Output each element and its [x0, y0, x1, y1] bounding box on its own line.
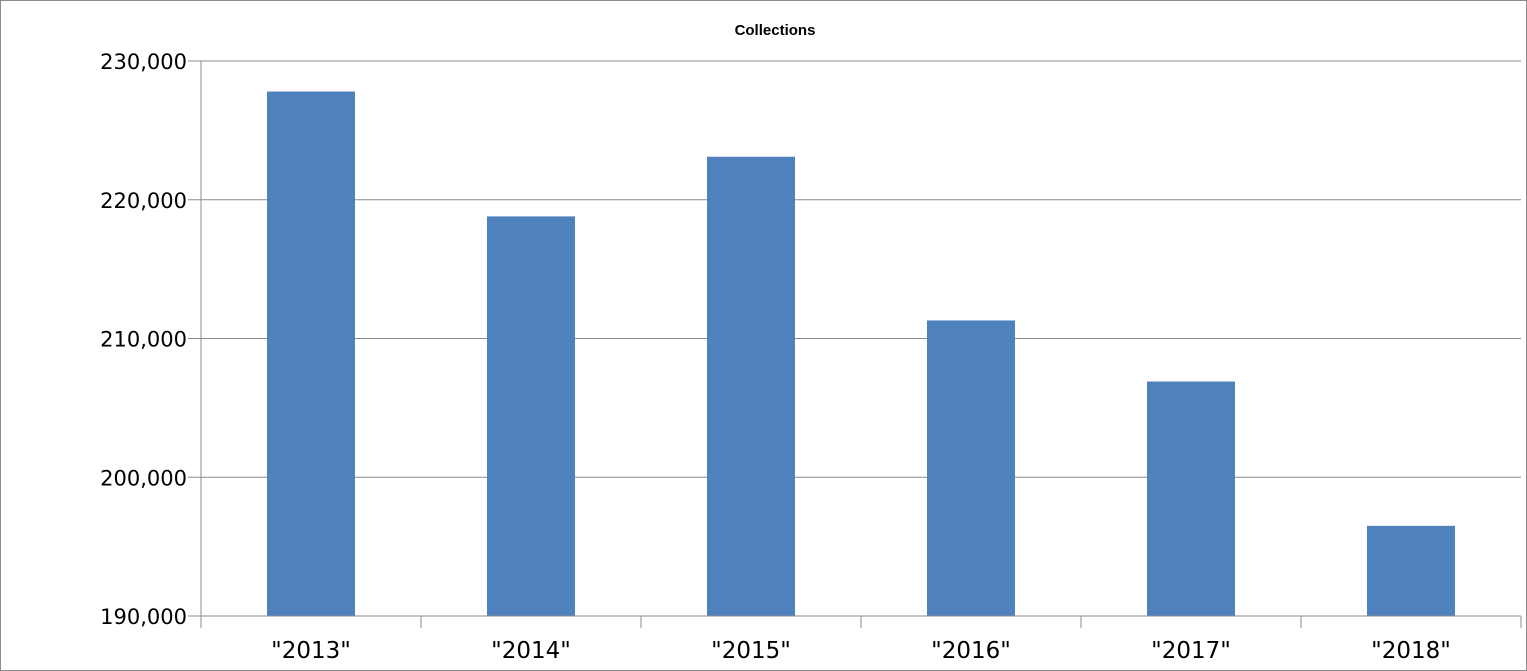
y-tick-label: 220,000 [100, 189, 187, 213]
x-tick-label: "2015" [711, 638, 791, 664]
bars [267, 91, 1455, 617]
bar [1367, 525, 1455, 616]
x-tick-label: "2018" [1371, 638, 1451, 664]
y-tick-label: 190,000 [100, 605, 187, 629]
bar [707, 156, 795, 617]
x-axis-tick-labels: "2013" "2014" "2015" "2016" "2017" "2018" [271, 638, 1451, 664]
y-axis-tick-labels: 190,000 200,000 210,000 220,000 230,000 [100, 50, 187, 629]
axes [188, 60, 1522, 628]
x-tick-label: "2017" [1151, 638, 1231, 664]
y-tick-label: 230,000 [100, 50, 187, 74]
bar [487, 216, 575, 616]
bar [267, 91, 355, 616]
bar [927, 320, 1015, 616]
y-tick-label: 200,000 [100, 466, 187, 490]
chart-title: Collections [735, 22, 816, 39]
x-tick-label: "2016" [931, 638, 1011, 664]
gridlines [201, 60, 1521, 478]
x-tick-label: "2014" [491, 638, 571, 664]
bar [1147, 381, 1235, 616]
y-tick-label: 210,000 [100, 328, 187, 352]
x-tick-label: "2013" [271, 638, 351, 664]
